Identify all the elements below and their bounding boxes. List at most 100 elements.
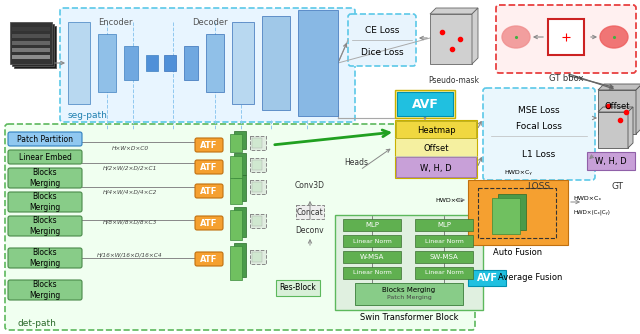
Bar (296, 205, 324, 219)
Text: Concat: Concat (296, 207, 323, 216)
Polygon shape (628, 107, 633, 148)
Bar (262, 16, 290, 110)
Bar (234, 131, 246, 149)
Text: ATF: ATF (200, 186, 218, 195)
Text: AVF: AVF (477, 273, 497, 283)
Text: Patch Merging: Patch Merging (387, 296, 431, 301)
Bar (250, 180, 266, 194)
Bar (12, 24, 54, 66)
Polygon shape (598, 84, 640, 90)
Text: Offset: Offset (604, 102, 630, 111)
Text: Blocks
Merging: Blocks Merging (29, 248, 61, 268)
Text: SW-MSA: SW-MSA (429, 254, 458, 260)
Bar (12, 55, 50, 59)
FancyBboxPatch shape (8, 150, 82, 164)
Text: ATF: ATF (200, 255, 218, 264)
Text: H/4×W/4×D/4×C2: H/4×W/4×D/4×C2 (103, 189, 157, 194)
Bar (498, 194, 526, 230)
FancyBboxPatch shape (8, 248, 82, 268)
Text: Auto Fusion: Auto Fusion (493, 247, 543, 257)
Text: HWD×Cᵧ: HWD×Cᵧ (504, 169, 532, 174)
Bar (12, 41, 50, 45)
Bar (492, 198, 520, 234)
Text: H/8×W/8×D/8×C3: H/8×W/8×D/8×C3 (103, 219, 157, 224)
Text: Linear Embed: Linear Embed (19, 153, 72, 162)
Bar (598, 90, 636, 134)
Text: W, H, D: W, H, D (595, 157, 627, 166)
Polygon shape (636, 84, 640, 134)
Text: MLP: MLP (365, 222, 379, 228)
Bar (415, 251, 473, 263)
Text: Res-Block: Res-Block (280, 284, 316, 293)
Bar (230, 210, 242, 240)
Text: Blocks
Merging: Blocks Merging (29, 216, 61, 236)
Text: Dice Loss: Dice Loss (361, 47, 403, 56)
Bar (164, 55, 176, 71)
Text: Encoder: Encoder (98, 18, 132, 27)
Text: HWD×Cₓ: HWD×Cₓ (435, 197, 463, 202)
Bar (230, 156, 242, 178)
Text: W-MSA: W-MSA (360, 254, 384, 260)
Bar (335, 215, 483, 310)
Text: Blocks Merging: Blocks Merging (383, 287, 436, 293)
Text: Heatmap: Heatmap (417, 126, 455, 135)
FancyBboxPatch shape (195, 160, 223, 174)
Bar (252, 252, 262, 262)
Ellipse shape (600, 26, 628, 48)
Bar (430, 14, 472, 64)
Text: AVF: AVF (412, 98, 438, 111)
Bar (395, 90, 455, 118)
Bar (343, 251, 401, 263)
FancyBboxPatch shape (5, 124, 475, 330)
Bar (468, 270, 506, 286)
FancyBboxPatch shape (195, 252, 223, 266)
Bar (98, 34, 116, 92)
Bar (396, 121, 476, 138)
Text: Heads: Heads (344, 158, 368, 167)
Bar (206, 34, 224, 92)
Text: GT bbox: GT bbox (548, 73, 583, 82)
Text: Swin Transformer Block: Swin Transformer Block (360, 313, 458, 322)
Bar (230, 246, 242, 280)
Bar (68, 22, 90, 104)
Bar (598, 112, 628, 148)
FancyBboxPatch shape (195, 184, 223, 198)
Polygon shape (472, 8, 478, 64)
Bar (468, 180, 568, 245)
Bar (10, 22, 52, 64)
Polygon shape (598, 107, 633, 112)
Ellipse shape (502, 26, 530, 48)
Bar (184, 46, 198, 80)
Bar (343, 235, 401, 247)
Text: LOSS: LOSS (527, 181, 550, 190)
Bar (230, 178, 242, 204)
Bar (12, 27, 50, 31)
Bar (415, 235, 473, 247)
Bar (252, 138, 262, 148)
Bar (12, 34, 50, 38)
Text: L1 Loss: L1 Loss (522, 150, 556, 159)
Bar (548, 19, 584, 55)
Bar (234, 175, 246, 201)
Bar (250, 136, 266, 150)
Bar (252, 182, 262, 192)
FancyBboxPatch shape (348, 14, 416, 66)
Bar (250, 214, 266, 228)
Bar (298, 10, 338, 116)
Text: Pseudo-mask: Pseudo-mask (429, 75, 479, 85)
Text: Linear Norm: Linear Norm (353, 238, 392, 243)
Text: Decoder: Decoder (192, 18, 228, 27)
Text: seg-path: seg-path (68, 111, 108, 120)
Bar (252, 160, 262, 170)
Text: H/16×W/16×D/16×C4: H/16×W/16×D/16×C4 (97, 253, 163, 258)
Bar (234, 243, 246, 277)
Text: HWD×Cₓ: HWD×Cₓ (573, 195, 601, 200)
Text: ATF: ATF (200, 163, 218, 171)
Text: Offset: Offset (423, 144, 449, 153)
Text: det-path: det-path (17, 319, 56, 328)
Bar (276, 280, 320, 296)
Bar (396, 157, 476, 177)
Text: Conv3D: Conv3D (295, 180, 325, 189)
FancyBboxPatch shape (483, 88, 595, 180)
Bar (146, 55, 158, 71)
